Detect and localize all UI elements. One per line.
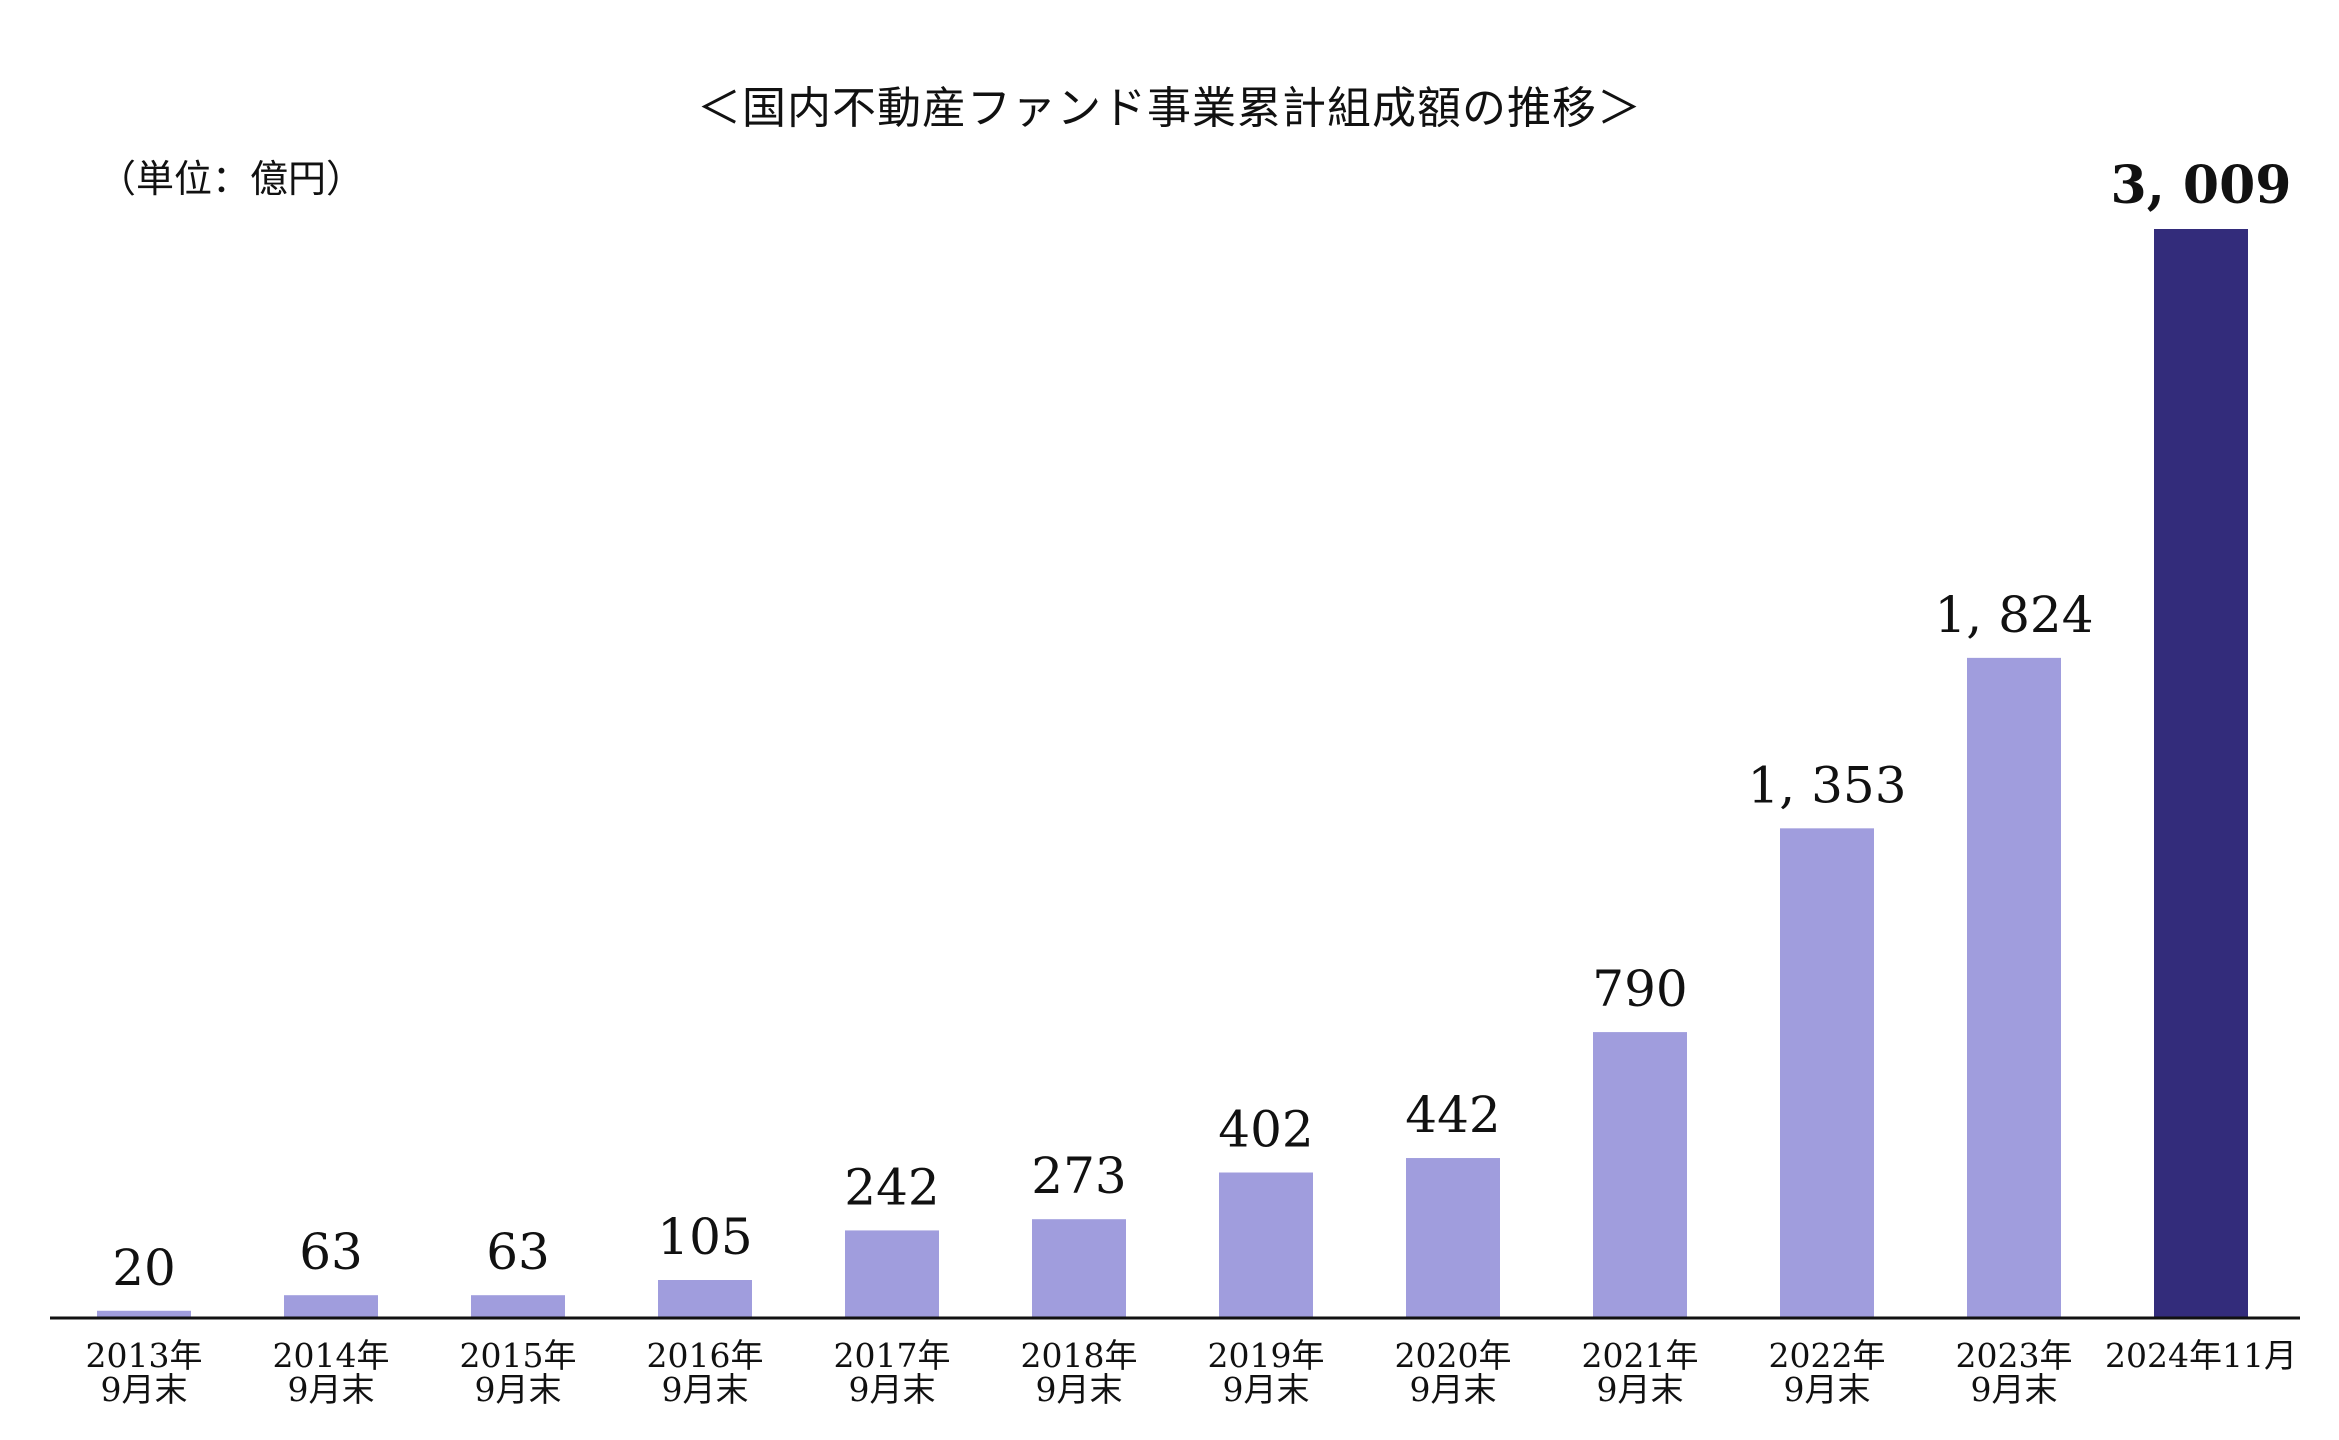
value-label-6: 402	[1218, 1101, 1313, 1159]
tick-label-11: 2024年11月	[2105, 1336, 2297, 1375]
value-label-1: 63	[299, 1223, 363, 1281]
tick-label-0: 2013年 9月末	[86, 1336, 203, 1409]
bar-9	[1780, 828, 1874, 1318]
bar-7	[1406, 1158, 1500, 1318]
value-label-0: 20	[112, 1239, 176, 1297]
bar-10	[1967, 657, 2061, 1318]
tick-label-9: 2022年 9月末	[1769, 1336, 1886, 1409]
tick-label-4: 2017年 9月末	[834, 1336, 951, 1409]
bar-0	[97, 1310, 191, 1318]
bar-4	[845, 1230, 939, 1318]
value-label-4: 242	[844, 1158, 939, 1216]
tick-label-3: 2016年 9月末	[647, 1336, 764, 1409]
tick-label-10: 2023年 9月末	[1956, 1336, 2073, 1409]
value-label-7: 442	[1405, 1086, 1500, 1144]
tick-label-7: 2020年 9月末	[1395, 1336, 1512, 1409]
tick-label-2: 2015年 9月末	[460, 1336, 577, 1409]
bar-3	[658, 1279, 752, 1318]
chart-title: ＜国内不動産ファンド事業累計組成額の推移＞	[697, 83, 1642, 134]
value-label-3: 105	[657, 1208, 752, 1266]
bar-2	[471, 1295, 565, 1318]
value-label-8: 790	[1592, 960, 1687, 1018]
bar-5	[1032, 1219, 1126, 1318]
value-label-9: 1, 353	[1747, 756, 1906, 814]
value-label-10: 1, 824	[1934, 586, 2093, 644]
bar-1	[284, 1295, 378, 1318]
tick-label-1: 2014年 9月末	[273, 1336, 390, 1409]
tick-label-5: 2018年 9月末	[1021, 1336, 1138, 1409]
bar-11	[2154, 229, 2248, 1318]
tick-label-8: 2021年 9月末	[1582, 1336, 1699, 1409]
unit-label: （単位：億円）	[98, 157, 365, 201]
value-label-5: 273	[1031, 1147, 1126, 1205]
bar-8	[1593, 1032, 1687, 1318]
tick-label-6: 2019年 9月末	[1208, 1336, 1325, 1409]
value-label-11: 3, 009	[2111, 155, 2292, 216]
value-label-2: 63	[486, 1223, 550, 1281]
bar-6	[1219, 1172, 1313, 1318]
